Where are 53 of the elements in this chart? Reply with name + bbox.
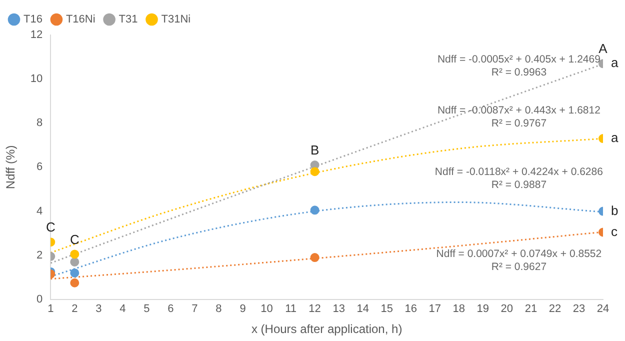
legend-label: T16 xyxy=(24,14,42,26)
x-tick-label: 8 xyxy=(216,303,222,316)
annotation: a xyxy=(611,130,619,146)
x-tick-label: 13 xyxy=(332,303,345,316)
annotation: b xyxy=(611,202,618,218)
x-tick-label: 23 xyxy=(572,303,586,316)
legend-label: T31 xyxy=(118,14,138,26)
annotation: c xyxy=(611,224,618,239)
y-tick-label: 0 xyxy=(36,293,43,306)
annotation: R² = 0.9963 xyxy=(491,66,547,79)
x-tick-label: 2 xyxy=(72,303,78,316)
x-tick-label: 14 xyxy=(356,303,369,316)
annotation: C xyxy=(70,232,80,247)
annotation: C xyxy=(46,220,56,235)
x-tick-label: 11 xyxy=(285,303,297,316)
x-axis-title: x (Hours after application, h) xyxy=(251,322,402,336)
y-tick-label: 6 xyxy=(36,161,43,174)
y-tick-label: 10 xyxy=(30,73,43,86)
x-tick-label: 12 xyxy=(308,303,321,316)
x-tick-label: 18 xyxy=(452,303,466,316)
x-tick-label: 9 xyxy=(240,303,246,316)
legend-label: T16Ni xyxy=(66,14,96,26)
x-tick-label: 16 xyxy=(404,303,417,316)
annotation: Ndff = -0.0118x² + 0.4224x + 0.6286 xyxy=(434,166,604,178)
annotation: R² = 0.9887 xyxy=(491,179,547,192)
x-tick-label: 24 xyxy=(596,303,610,316)
y-tick-label: 8 xyxy=(36,117,43,130)
legend-label: T31Ni xyxy=(161,14,191,26)
x-tick-label: 15 xyxy=(380,303,393,316)
x-tick-label: 17 xyxy=(428,303,442,316)
y-axis-title: Ndff (%) xyxy=(4,145,18,190)
x-tick-label: 5 xyxy=(144,303,150,316)
annotation: Ndff = -0.0087x² + 0.443x + 1.6812 xyxy=(437,104,601,116)
x-tick-label: 7 xyxy=(192,303,198,316)
y-tick-label: 4 xyxy=(36,205,43,218)
annotation: A xyxy=(598,41,608,56)
y-tick-label: 2 xyxy=(36,249,43,262)
annotation: R² = 0.9627 xyxy=(491,260,547,273)
annotation: Ndff = 0.0007x² + 0.0749x + 0.8552 xyxy=(436,248,602,260)
annotation: Ndff = -0.0005x² + 0.405x + 1.2469 xyxy=(437,54,601,66)
annotation: R² = 0.9767 xyxy=(491,117,547,130)
y-tick-label: 12 xyxy=(30,29,43,42)
x-tick-label: 22 xyxy=(548,303,562,316)
annotation: B xyxy=(310,142,320,158)
x-tick-label: 10 xyxy=(260,303,273,316)
x-tick-label: 3 xyxy=(96,303,102,316)
x-tick-label: 19 xyxy=(476,303,490,316)
x-tick-label: 20 xyxy=(500,303,514,316)
annotation: a xyxy=(611,55,619,70)
x-tick-label: 6 xyxy=(168,303,174,316)
x-tick-label: 21 xyxy=(524,303,538,316)
x-tick-label: 4 xyxy=(120,303,126,316)
x-tick-label: 1 xyxy=(48,303,54,316)
